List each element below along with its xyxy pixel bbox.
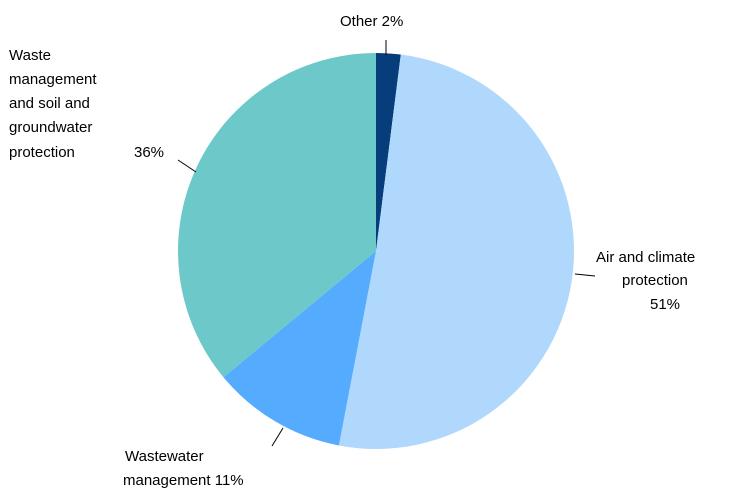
slice-wastewater-management: [223, 251, 376, 446]
label-wastewater-line2: management 11%: [123, 472, 244, 489]
label-waste-line2: management: [9, 71, 97, 88]
label-waste-line1: Waste: [9, 47, 51, 64]
label-other: Other 2%: [340, 13, 403, 30]
label-wastewater-line1: Wastewater: [125, 448, 204, 465]
slice-waste-management: [178, 52, 376, 378]
leader-line-wastewater: [271, 427, 284, 447]
label-waste-line3: and soil and: [9, 95, 90, 112]
slice-air-and-climate-protection: [338, 54, 575, 450]
label-air-line2: protection: [622, 272, 688, 289]
leader-line-waste: [177, 159, 197, 173]
label-air-value: 51%: [650, 296, 680, 313]
leader-line-air: [574, 273, 596, 277]
slice-other: [376, 53, 401, 251]
label-waste-line5: protection: [9, 144, 75, 161]
pie-slices: [178, 52, 575, 450]
label-waste-value: 36%: [134, 144, 164, 161]
label-waste-line4: groundwater: [9, 119, 92, 136]
label-air-line1: Air and climate: [596, 249, 695, 266]
